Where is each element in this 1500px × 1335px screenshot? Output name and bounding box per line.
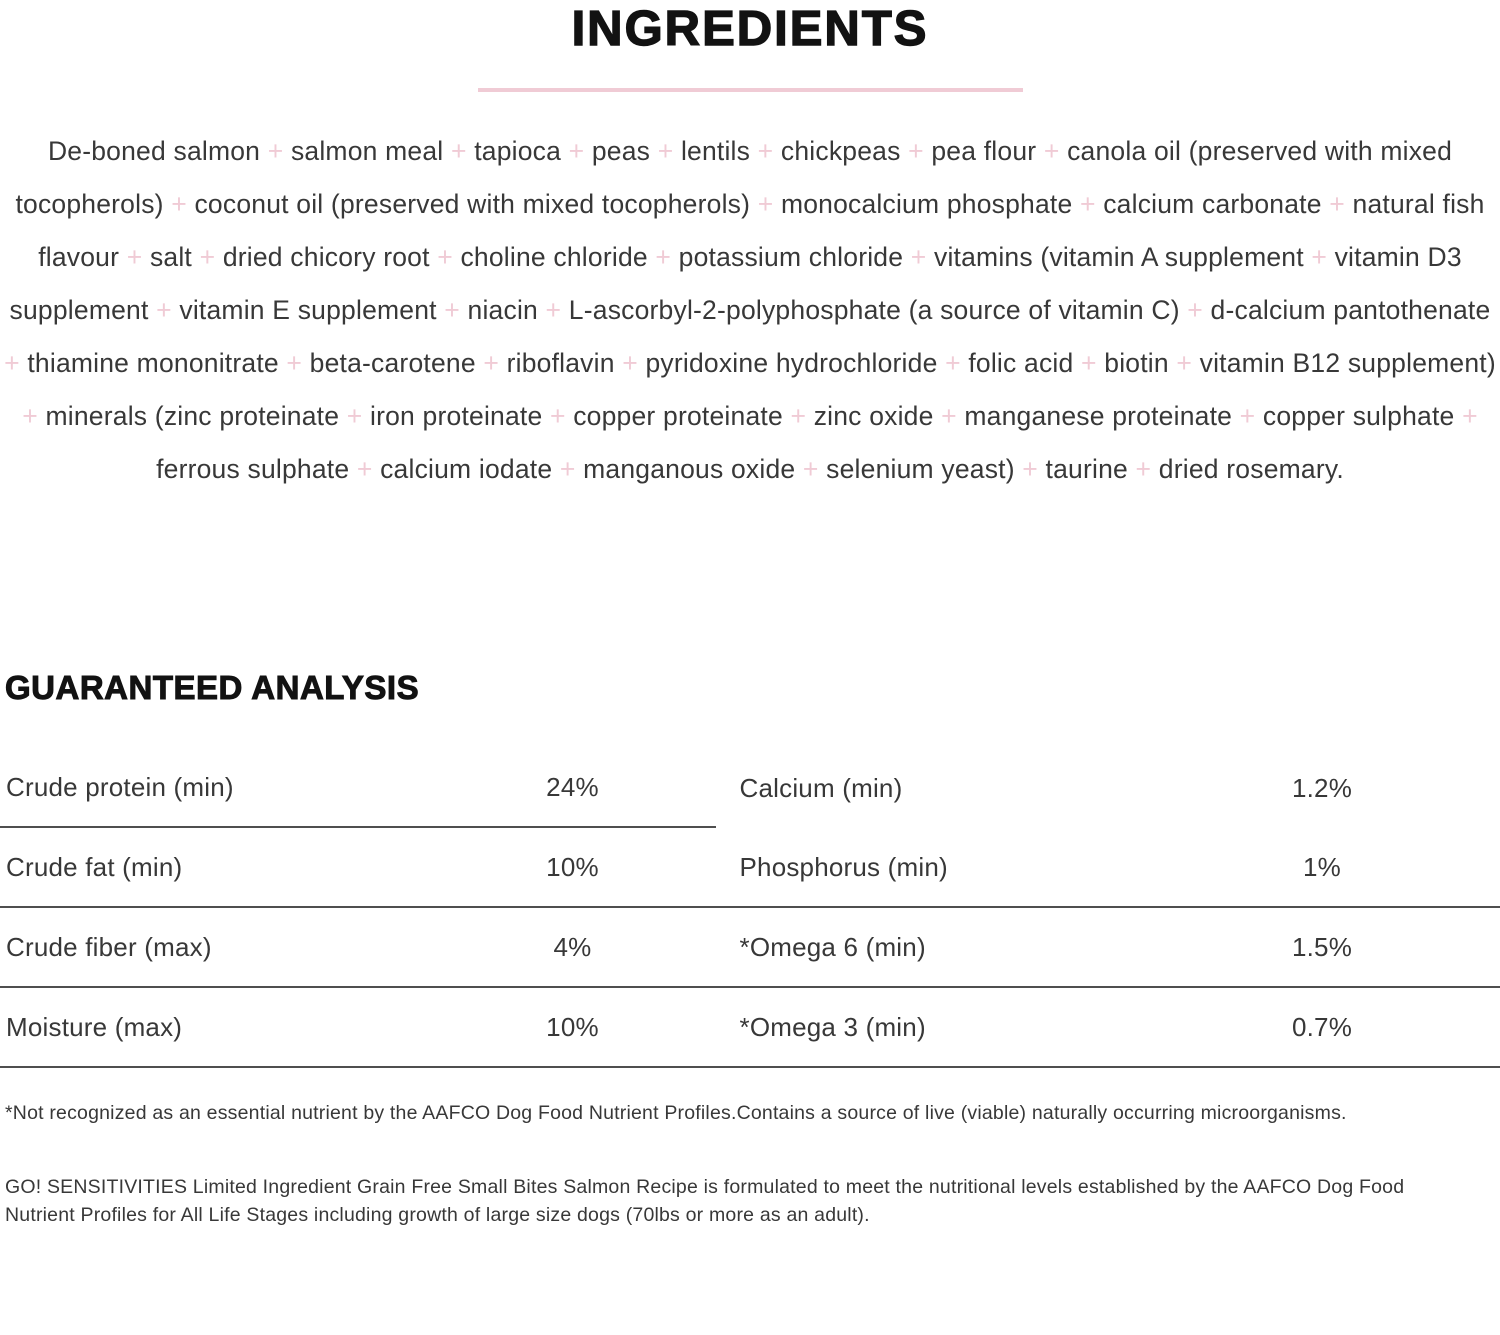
- analysis-label: *Omega 3 (min): [740, 1012, 1248, 1043]
- plus-separator: +: [934, 401, 965, 431]
- plus-separator: +: [615, 348, 646, 378]
- plus-separator: +: [648, 242, 679, 272]
- analysis-cell: Crude fiber (max)4%: [0, 908, 716, 988]
- analysis-value: 1.2%: [1247, 773, 1397, 804]
- plus-separator: +: [1455, 401, 1478, 431]
- plus-separator: +: [938, 348, 969, 378]
- plus-separator: +: [349, 454, 380, 484]
- analysis-value: 24%: [498, 772, 648, 803]
- analysis-cell: *Omega 6 (min)1.5%: [716, 908, 1500, 988]
- analysis-value: 10%: [498, 1012, 648, 1043]
- plus-separator: +: [750, 189, 781, 219]
- analysis-label: Crude fiber (max): [6, 932, 498, 963]
- plus-separator: +: [1322, 189, 1353, 219]
- plus-separator: +: [552, 454, 583, 484]
- analysis-row: Moisture (max)10%*Omega 3 (min)0.7%: [0, 988, 1500, 1068]
- plus-separator: +: [437, 295, 468, 325]
- plus-separator: +: [1304, 242, 1335, 272]
- guaranteed-analysis-table: Crude protein (min)24%Calcium (min)1.2%C…: [0, 748, 1500, 1068]
- analysis-cell: Crude protein (min)24%: [0, 748, 716, 828]
- plus-separator: +: [795, 454, 826, 484]
- plus-separator: +: [561, 136, 592, 166]
- plus-separator: +: [750, 136, 781, 166]
- analysis-label: Moisture (max): [6, 1012, 498, 1043]
- analysis-label: Crude protein (min): [6, 772, 498, 803]
- plus-separator: +: [443, 136, 474, 166]
- ingredients-title: INGREDIENTS: [0, 2, 1500, 56]
- title-underline-divider: [478, 88, 1023, 92]
- plus-separator: +: [119, 242, 150, 272]
- plus-separator: +: [149, 295, 180, 325]
- plus-separator: +: [164, 189, 195, 219]
- plus-separator: +: [1180, 295, 1211, 325]
- ingredients-text: De-boned salmon + salmon meal + tapioca …: [3, 125, 1497, 496]
- analysis-cell: *Omega 3 (min)0.7%: [716, 988, 1500, 1068]
- analysis-value: 1.5%: [1247, 932, 1397, 963]
- analysis-label: *Omega 6 (min): [740, 932, 1248, 963]
- plus-separator: +: [1036, 136, 1067, 166]
- formulation-statement: GO! SENSITIVITIES Limited Ingredient Gra…: [5, 1174, 1475, 1229]
- plus-separator: +: [903, 242, 934, 272]
- analysis-cell: Crude fat (min)10%: [0, 828, 716, 908]
- analysis-cell: Calcium (min)1.2%: [716, 748, 1500, 828]
- analysis-label: Calcium (min): [740, 773, 1248, 804]
- plus-separator: +: [260, 136, 291, 166]
- analysis-value: 4%: [498, 932, 648, 963]
- plus-separator: +: [1015, 454, 1046, 484]
- plus-separator: +: [192, 242, 223, 272]
- plus-separator: +: [430, 242, 461, 272]
- plus-separator: +: [1232, 401, 1263, 431]
- analysis-row: Crude protein (min)24%Calcium (min)1.2%: [0, 748, 1500, 828]
- plus-separator: +: [1073, 348, 1104, 378]
- plus-separator: +: [538, 295, 569, 325]
- analysis-value: 1%: [1247, 852, 1397, 883]
- analysis-row: Crude fat (min)10%Phosphorus (min)1%: [0, 828, 1500, 908]
- analysis-label: Phosphorus (min): [740, 852, 1248, 883]
- plus-separator: +: [279, 348, 310, 378]
- plus-separator: +: [339, 401, 370, 431]
- analysis-row: Crude fiber (max)4%*Omega 6 (min)1.5%: [0, 908, 1500, 988]
- analysis-label: Crude fat (min): [6, 852, 498, 883]
- analysis-value: 0.7%: [1247, 1012, 1397, 1043]
- plus-separator: +: [476, 348, 507, 378]
- guaranteed-analysis-title: GUARANTEED ANALYSIS: [5, 668, 1500, 708]
- analysis-cell: Phosphorus (min)1%: [716, 828, 1500, 908]
- analysis-value: 10%: [498, 852, 648, 883]
- plus-separator: +: [22, 401, 45, 431]
- analysis-cell: Moisture (max)10%: [0, 988, 716, 1068]
- plus-separator: +: [1169, 348, 1200, 378]
- plus-separator: +: [4, 348, 27, 378]
- plus-separator: +: [650, 136, 681, 166]
- plus-separator: +: [542, 401, 573, 431]
- plus-separator: +: [783, 401, 814, 431]
- plus-separator: +: [901, 136, 932, 166]
- plus-separator: +: [1128, 454, 1159, 484]
- aafco-footnote: *Not recognized as an essential nutrient…: [5, 1100, 1470, 1127]
- plus-separator: +: [1072, 189, 1103, 219]
